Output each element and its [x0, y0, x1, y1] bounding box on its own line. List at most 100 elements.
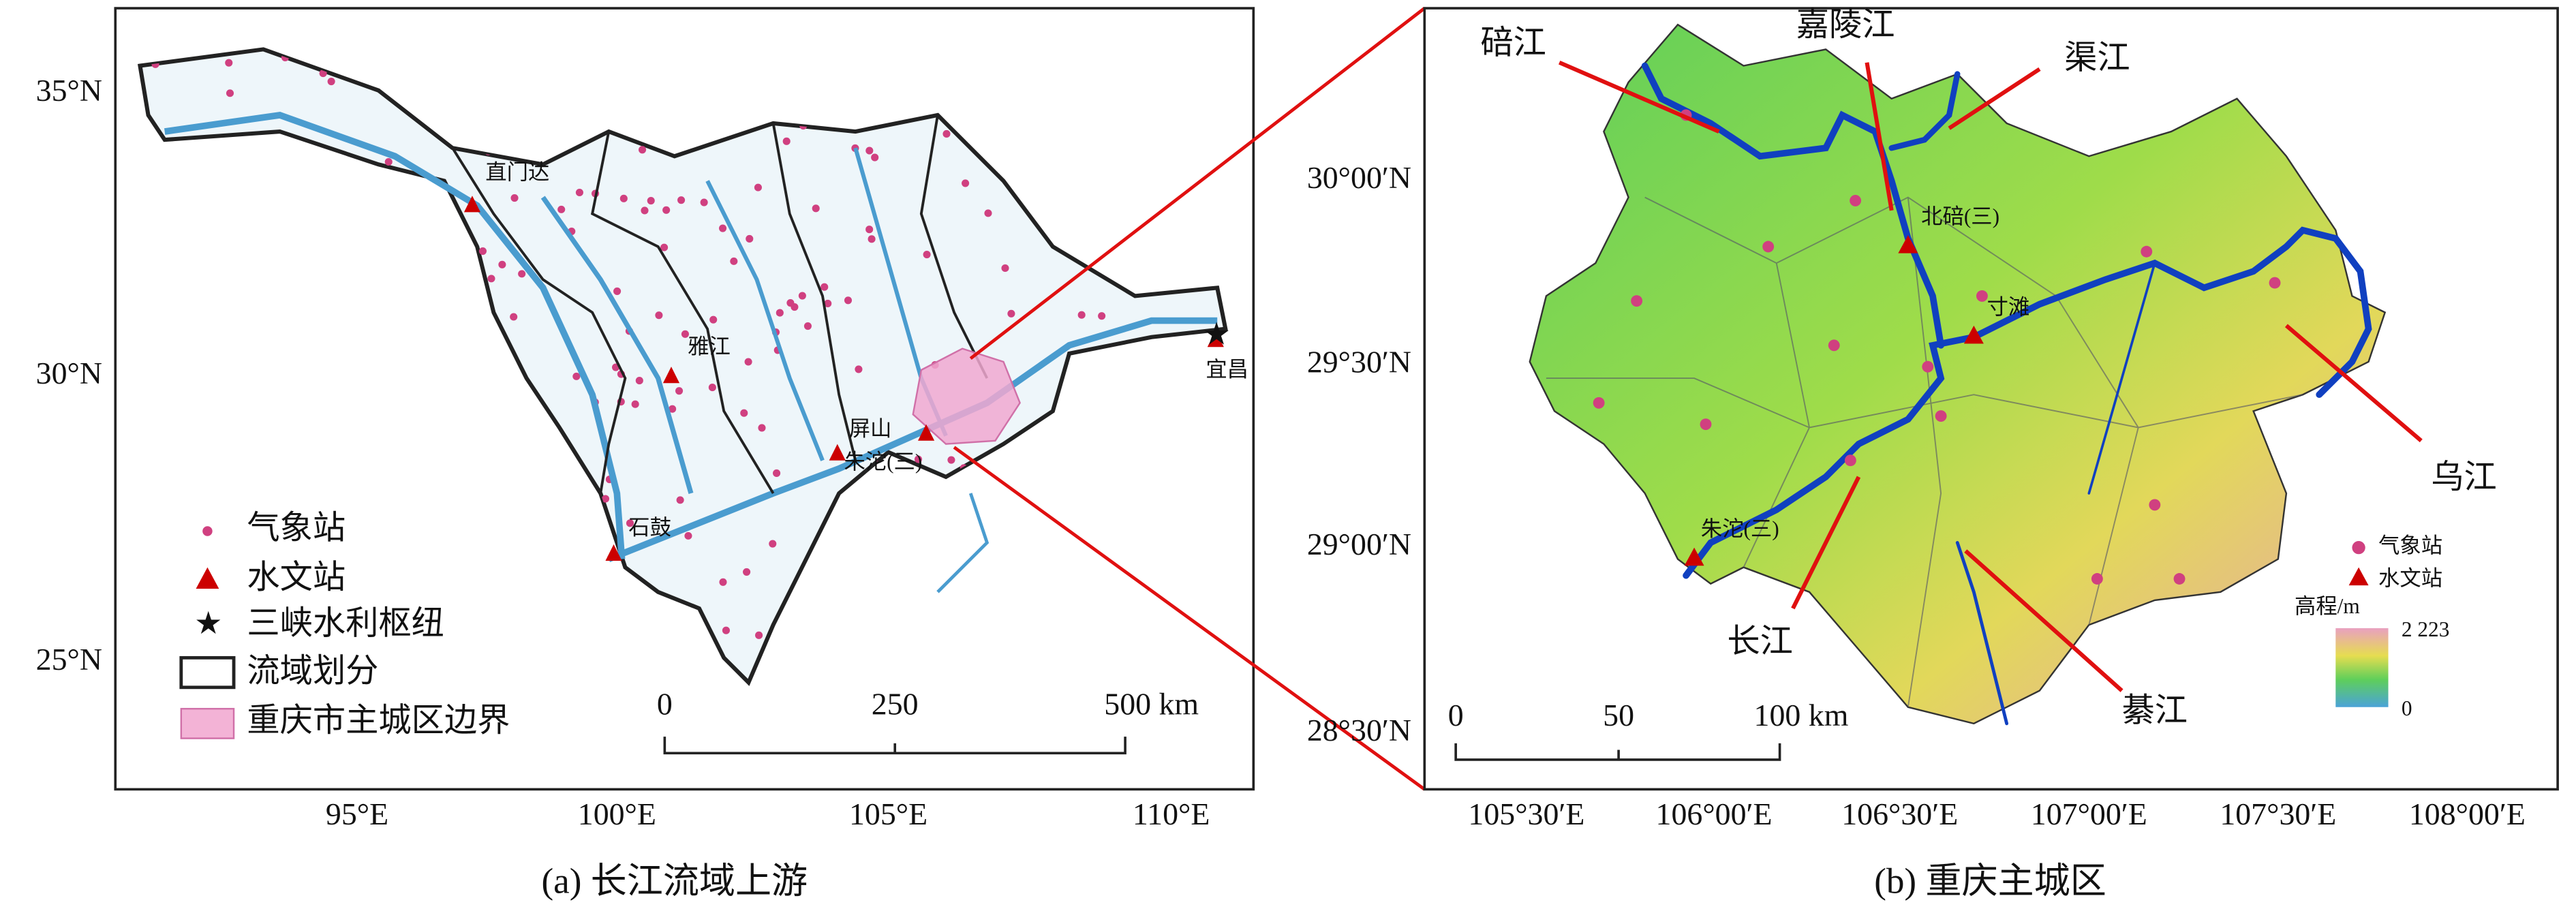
weather-station [601, 495, 610, 503]
scale-label: 50 [1603, 698, 1634, 732]
x-tick-label: 106°30′E [1841, 797, 1958, 831]
weather-station [557, 205, 566, 213]
river-label: 渠江 [2064, 40, 2130, 76]
dam-star: ★ [1203, 316, 1231, 351]
station-label: 石鼓 [628, 515, 671, 539]
x-tick-label: 110°E [1133, 797, 1210, 831]
weather-station [327, 77, 335, 86]
weather-station [1935, 410, 1947, 422]
weather-station [871, 153, 879, 161]
weather-station [660, 243, 669, 251]
river-label: 长江 [1727, 623, 1793, 660]
weather-station [708, 384, 716, 392]
legend-symbol [2352, 540, 2365, 555]
weather-station [755, 631, 763, 639]
weather-station [1922, 360, 1934, 373]
weather-station [1850, 194, 1862, 206]
river-label: 乌江 [2431, 459, 2497, 495]
weather-station [1077, 311, 1086, 319]
weather-station [855, 365, 863, 373]
weather-station [510, 313, 518, 321]
river-label: 嘉陵江 [1796, 7, 1895, 43]
legend-symbol [202, 526, 213, 536]
y-tick-label: 30°00′N [1307, 160, 1411, 195]
weather-station [2173, 573, 2186, 585]
weather-station [743, 568, 751, 576]
weather-station [669, 405, 677, 413]
weather-station [782, 137, 791, 145]
weather-station [2141, 245, 2153, 258]
weather-station [1976, 290, 1988, 302]
weather-station [626, 519, 634, 527]
weather-station [641, 206, 649, 215]
y-tick-label: 29°00′N [1307, 527, 1411, 561]
weather-station [619, 194, 628, 202]
weather-station [865, 226, 874, 234]
weather-station [1593, 397, 1605, 409]
legend-symbol [179, 655, 236, 690]
weather-station [812, 204, 820, 213]
y-tick-label: 29°30′N [1307, 344, 1411, 379]
weather-station [824, 299, 832, 308]
weather-station [868, 235, 876, 243]
weather-station [984, 209, 992, 217]
weather-station [947, 456, 955, 464]
scale-label: 100 km [1754, 698, 1849, 732]
weather-station [730, 257, 738, 265]
weather-station [923, 250, 931, 259]
hydro-stations-a [463, 196, 1224, 561]
weather-station [744, 358, 752, 366]
scale-bar [1454, 743, 1781, 761]
weather-station [718, 224, 727, 232]
weather-station [773, 469, 781, 478]
weather-station [2091, 573, 2103, 585]
weather-station [740, 409, 748, 417]
weather-station [758, 424, 766, 432]
weather-station [1844, 454, 1856, 467]
weather-station [1098, 312, 1106, 320]
legend-symbol [180, 707, 235, 739]
weather-station [384, 157, 393, 166]
weather-station [1700, 418, 1712, 431]
station-label: 朱沱(三) [1701, 517, 1779, 541]
scale-label: 0 [1448, 698, 1464, 732]
sub-basins [451, 114, 989, 495]
weather-station [821, 283, 829, 291]
y-tick-label: 28°30′N [1307, 713, 1411, 747]
weather-station [487, 275, 495, 283]
y-tick-label: 25°N [36, 642, 102, 677]
scale-label: 500 km [1104, 686, 1199, 721]
weather-station [225, 59, 233, 67]
legend-label: 气象站 [247, 510, 346, 546]
colorbar-title: 高程/m [2295, 594, 2360, 618]
river-label: 碚江 [1480, 25, 1546, 61]
x-tick-label: 107°30′E [2220, 797, 2336, 831]
weather-station [962, 179, 970, 187]
weather-station [942, 129, 951, 138]
weather-station [675, 387, 684, 395]
weather-station [677, 196, 686, 204]
weather-station [709, 315, 718, 324]
x-tick-label: 95°E [326, 797, 388, 831]
colorbar [2335, 628, 2389, 707]
legend-symbol: ★ [194, 606, 222, 640]
chongqing-boundary [912, 348, 1021, 445]
weather-station [518, 270, 526, 278]
weather-station [722, 626, 731, 634]
rivers-b [1641, 62, 2372, 726]
weather-station [676, 496, 684, 504]
zoom-line [953, 446, 1426, 791]
weather-station [635, 377, 643, 385]
weather-station [1762, 241, 1775, 253]
weather-station [844, 296, 853, 305]
legend-label: 水文站 [2378, 566, 2442, 590]
legend-label: 水文站 [247, 559, 346, 596]
weather-station [746, 234, 754, 243]
station-label: 屏山 [849, 417, 892, 441]
colorbar-label: 2 223 [2402, 617, 2450, 641]
weather-station [631, 400, 639, 408]
caption: (a) 长江流域上游 [541, 862, 808, 901]
weather-station [754, 183, 762, 191]
